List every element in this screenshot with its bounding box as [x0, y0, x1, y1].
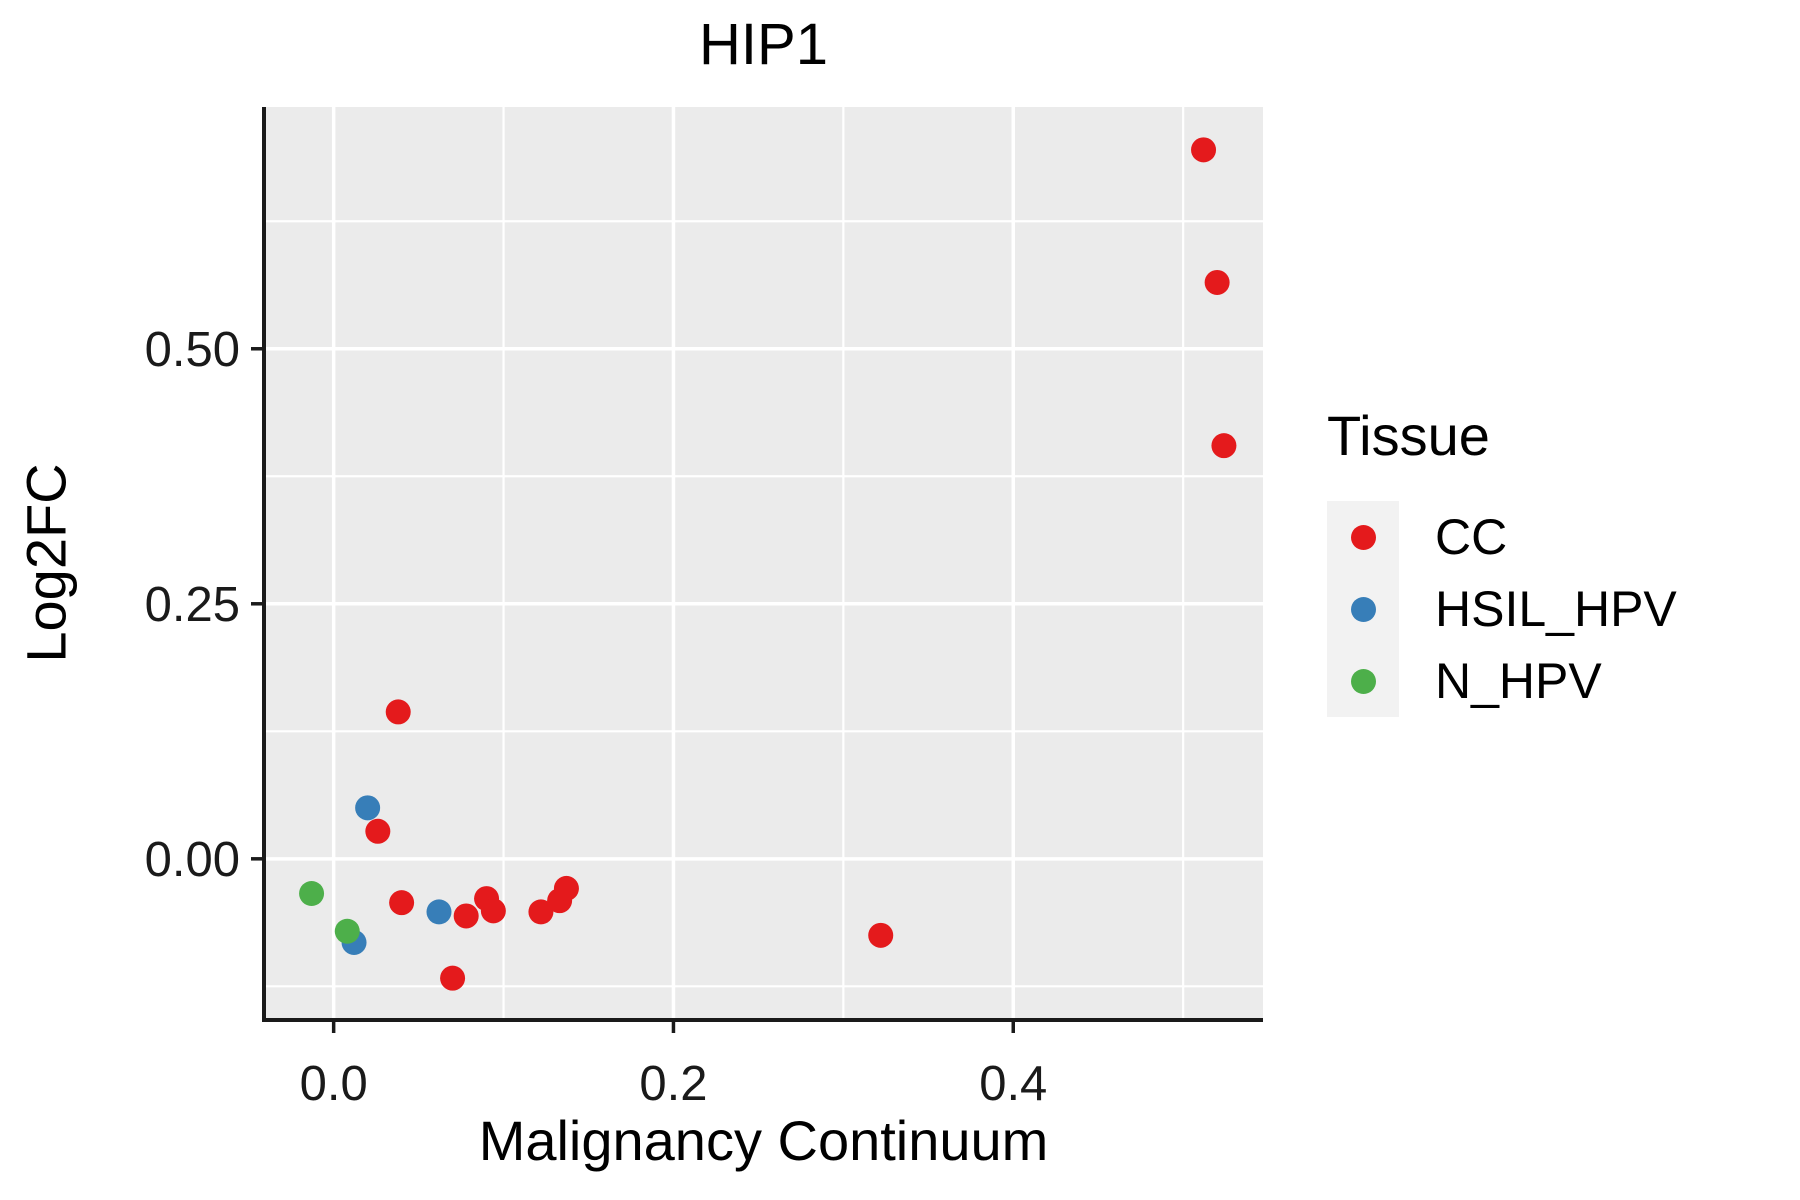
data-point-cc-12 — [553, 875, 579, 901]
data-point-cc-0 — [1191, 137, 1217, 163]
data-point-hsil-hpv-0 — [355, 795, 381, 821]
y-axis-title: Log2FC — [14, 463, 78, 663]
data-point-cc-1 — [1204, 269, 1230, 295]
legend-label-hsil-hpv: HSIL_HPV — [1435, 581, 1677, 637]
data-point-cc-7 — [453, 903, 479, 929]
tick-label-y-0.5: 0.50 — [145, 323, 240, 377]
legend-title: Tissue — [1327, 404, 1490, 467]
panel-background — [264, 107, 1263, 1020]
legend-item-n-hpv: N_HPV — [1327, 645, 1677, 717]
legend-key-cc — [1327, 501, 1399, 573]
tick-label-x-0: 0.0 — [300, 1057, 368, 1111]
x-axis-title: Malignancy Continuum — [478, 1109, 1049, 1172]
data-point-n-hpv-0 — [299, 881, 325, 907]
hsil-hpv-point-icon — [1350, 596, 1376, 622]
tick-label-x-0.2: 0.2 — [639, 1057, 707, 1111]
cc-point-icon — [1350, 524, 1376, 550]
data-point-cc-5 — [389, 890, 415, 916]
data-point-cc-4 — [365, 818, 391, 844]
legend-items: CC HSIL_HPV N_HPV — [1327, 501, 1677, 717]
legend-item-cc: CC — [1327, 501, 1677, 573]
legend-label-cc: CC — [1435, 509, 1508, 565]
plot-title: HIP1 — [699, 12, 828, 77]
data-point-n-hpv-1 — [334, 918, 360, 944]
data-point-cc-9 — [480, 898, 506, 924]
data-point-cc-10 — [528, 899, 554, 925]
data-point-cc-2 — [1211, 433, 1237, 459]
legend-key-n-hpv — [1327, 645, 1399, 717]
tick-label-y-0.25: 0.25 — [145, 578, 240, 632]
legend-panel: Tissue CC HSIL_HPV N_HPV — [1327, 404, 1677, 717]
data-point-cc-3 — [385, 699, 411, 725]
legend-key-hsil-hpv — [1327, 573, 1399, 645]
n-hpv-point-icon — [1350, 668, 1376, 694]
tick-label-x-0.4: 0.4 — [979, 1057, 1047, 1111]
data-point-hsil-hpv-2 — [426, 899, 452, 925]
tick-label-y-0: 0.00 — [145, 833, 240, 887]
legend-item-hsil-hpv: HSIL_HPV — [1327, 573, 1677, 645]
data-point-cc-13 — [868, 922, 894, 948]
legend-label-n-hpv: N_HPV — [1435, 653, 1602, 709]
data-point-cc-6 — [440, 965, 466, 991]
